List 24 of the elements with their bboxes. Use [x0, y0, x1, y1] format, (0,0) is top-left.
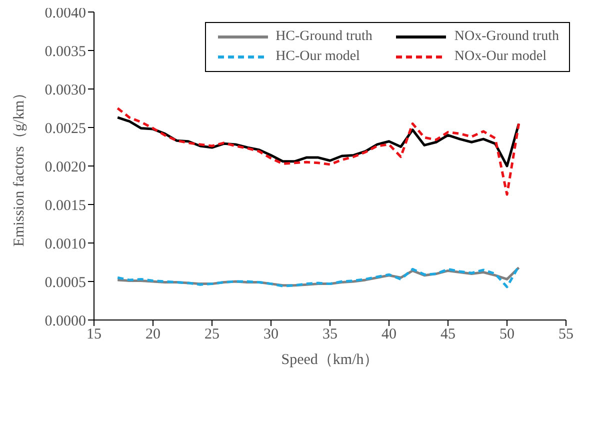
- y-tick-label: 0.0035: [44, 44, 86, 60]
- x-tick-label: 55: [558, 326, 574, 343]
- y-tick-label: 0.0010: [44, 236, 86, 252]
- y-tick-label: 0.0000: [44, 313, 86, 330]
- y-tick-label: 0.0005: [44, 274, 86, 291]
- x-tick-label: 20: [146, 326, 160, 343]
- x-tick-label: 30: [264, 326, 278, 343]
- legend-label: HC-Our model: [276, 49, 360, 65]
- x-tick-label: 25: [204, 326, 220, 343]
- y-tick-label: 0.0015: [44, 198, 86, 214]
- x-tick-label: 35: [322, 326, 338, 343]
- y-tick-label: 0.0020: [44, 159, 86, 176]
- y-axis-title: Emission factors（g/km）: [11, 85, 28, 247]
- legend-label: NOx-Our model: [454, 49, 547, 65]
- x-tick-label: 40: [382, 326, 396, 343]
- y-tick-label: 0.0030: [44, 82, 86, 98]
- legend-label: NOx-Ground truth: [454, 29, 559, 45]
- legend-label: HC-Ground truth: [276, 29, 372, 45]
- x-tick-label: 50: [500, 326, 514, 343]
- x-axis-title: Speed（km/h）: [281, 352, 379, 368]
- line-series: [116, 107, 520, 196]
- x-tick-label: 15: [86, 326, 102, 343]
- x-tick-label: 45: [440, 326, 456, 343]
- y-tick-label: 0.0025: [44, 120, 86, 137]
